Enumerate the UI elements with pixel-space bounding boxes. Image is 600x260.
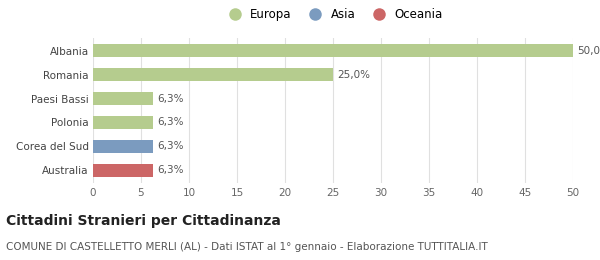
Bar (93, 68, 333, 81)
Text: 25,0%: 25,0% (337, 70, 370, 80)
Text: 6,3%: 6,3% (157, 141, 184, 151)
Text: 6,3%: 6,3% (157, 118, 184, 127)
Text: COMUNE DI CASTELLETTO MERLI (AL) - Dati ISTAT al 1° gennaio - Elaborazione TUTTI: COMUNE DI CASTELLETTO MERLI (AL) - Dati … (6, 242, 488, 252)
Bar (93, 116, 154, 129)
Text: 6,3%: 6,3% (157, 165, 184, 175)
Text: Cittadini Stranieri per Cittadinanza: Cittadini Stranieri per Cittadinanza (6, 214, 281, 229)
Bar (93, 44, 573, 57)
Bar (93, 140, 154, 153)
Text: 6,3%: 6,3% (157, 94, 184, 103)
Bar (93, 164, 154, 177)
Bar (93, 92, 154, 105)
Legend: Europa, Asia, Oceania: Europa, Asia, Oceania (218, 4, 448, 26)
Text: 50,0%: 50,0% (577, 46, 600, 56)
